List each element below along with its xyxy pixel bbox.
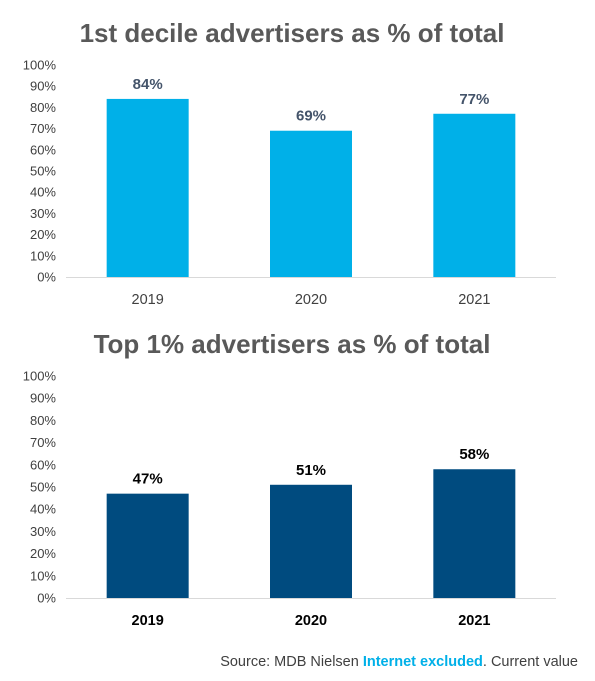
- y-tick-label: 20%: [30, 546, 56, 561]
- y-tick-label: 80%: [30, 413, 56, 428]
- chart-1-plot: 0% 10% 20% 30% 40% 50% 60% 70% 80% 90% 100% 84% 2019…: [23, 58, 556, 308]
- y-tick-label: 0%: [37, 270, 56, 285]
- y-tick-label: 40%: [30, 502, 56, 517]
- y-tick-label: 90%: [30, 391, 56, 406]
- x-tick-label-2019: 2019: [132, 292, 164, 308]
- y-tick-label: 10%: [30, 568, 56, 583]
- source-suffix: . Current value: [483, 654, 578, 670]
- y-tick-label: 60%: [30, 142, 56, 157]
- y-tick-label: 0%: [37, 591, 56, 606]
- y-tick-label: 40%: [30, 185, 56, 200]
- source-prefix: Source: MDB Nielsen: [220, 654, 363, 670]
- bar-2019: [106, 493, 189, 598]
- y-tick-label: 10%: [30, 248, 56, 263]
- source-highlight: Internet excluded: [363, 654, 483, 670]
- y-tick-label: 50%: [30, 164, 56, 179]
- y-tick-label: 70%: [30, 435, 56, 450]
- y-tick-label: 30%: [30, 524, 56, 539]
- y-tick-label: 30%: [30, 206, 56, 221]
- data-label-2019: 47%: [133, 471, 163, 488]
- chart-1-title: 1st decile advertisers as % of total: [80, 18, 505, 48]
- bar-2019: [106, 98, 189, 277]
- y-tick-label: 70%: [30, 121, 56, 136]
- source-note: Source: MDB Nielsen Internet excluded. C…: [220, 654, 578, 670]
- chart-2-title: Top 1% advertisers as % of total: [94, 329, 491, 359]
- bar-2020: [270, 130, 352, 277]
- y-tick-label: 100%: [23, 369, 57, 384]
- y-tick-label: 90%: [30, 79, 56, 94]
- data-label-2020: 51%: [296, 462, 326, 479]
- y-tick-label: 80%: [30, 100, 56, 115]
- data-label-2019: 84%: [133, 76, 163, 93]
- data-label-2021: 58%: [459, 446, 489, 463]
- data-label-2020: 69%: [296, 108, 326, 125]
- bar-2021: [433, 469, 516, 598]
- x-tick-label-2019: 2019: [132, 613, 164, 629]
- bar-2021: [433, 113, 516, 277]
- y-tick-label: 60%: [30, 457, 56, 472]
- x-tick-label-2020: 2020: [295, 613, 327, 629]
- chart-2-plot: 0% 10% 20% 30% 40% 50% 60% 70% 80% 90% 100% 47% 2019…: [23, 369, 556, 629]
- data-label-2021: 77%: [459, 91, 489, 108]
- x-tick-label-2021: 2021: [458, 292, 490, 308]
- x-tick-label-2021: 2021: [458, 613, 490, 629]
- y-tick-label: 100%: [23, 58, 57, 73]
- x-tick-label-2020: 2020: [295, 292, 327, 308]
- bar-2020: [270, 484, 352, 598]
- y-tick-label: 20%: [30, 227, 56, 242]
- y-tick-label: 50%: [30, 480, 56, 495]
